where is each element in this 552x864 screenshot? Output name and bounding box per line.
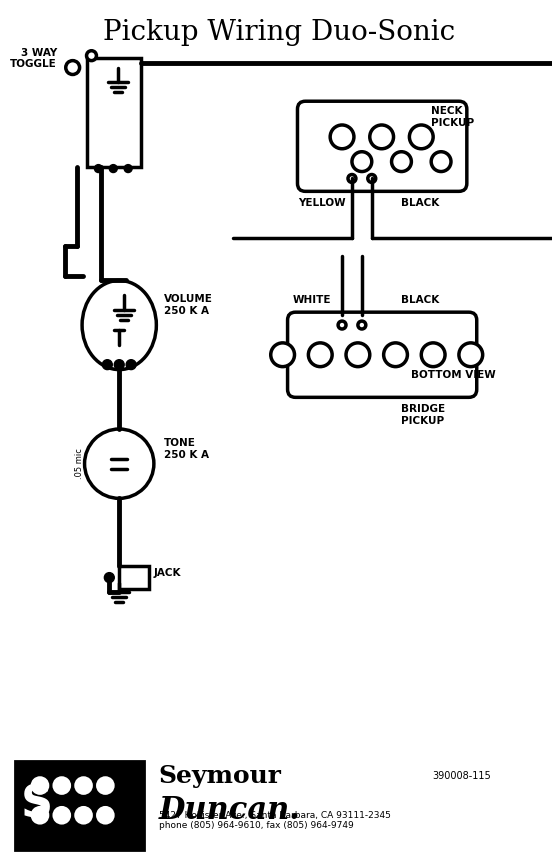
Circle shape [431,152,451,172]
Bar [15,761,144,850]
Circle shape [114,359,124,370]
Text: BLACK: BLACK [401,198,440,208]
FancyBboxPatch shape [288,312,477,397]
Circle shape [338,321,346,329]
Circle shape [84,429,154,499]
Text: S: S [21,784,53,827]
Circle shape [94,165,102,173]
Circle shape [384,343,407,366]
Circle shape [368,175,376,182]
Circle shape [98,778,113,793]
Circle shape [352,152,371,172]
Circle shape [66,60,79,74]
Circle shape [330,125,354,149]
Circle shape [391,152,411,172]
Circle shape [32,778,48,793]
Text: .05 mic: .05 mic [75,448,84,480]
Text: Pickup Wiring Duo-Sonic: Pickup Wiring Duo-Sonic [103,19,455,47]
Text: 5427 Hollister Ave., Santa Barbara, CA 93111-2345
phone (805) 964-9610, fax (805: 5427 Hollister Ave., Santa Barbara, CA 9… [159,810,391,830]
Text: JACK: JACK [154,568,182,578]
Circle shape [270,343,295,366]
Bar [119,566,149,589]
Text: 3 WAY
TOGGLE: 3 WAY TOGGLE [10,48,57,69]
Text: BOTTOM VIEW: BOTTOM VIEW [411,370,496,379]
Circle shape [76,807,92,823]
Circle shape [124,165,132,173]
Circle shape [109,165,117,173]
Text: NECK
PICKUP: NECK PICKUP [431,106,474,128]
Text: YELLOW: YELLOW [299,198,346,208]
Text: WHITE: WHITE [293,295,332,305]
Circle shape [54,807,70,823]
Circle shape [98,807,113,823]
Text: VOLUME
250 K A: VOLUME 250 K A [164,295,213,316]
Circle shape [102,359,112,370]
Circle shape [309,343,332,366]
Circle shape [87,51,97,60]
Circle shape [32,807,48,823]
Text: Seymour: Seymour [159,764,282,788]
Circle shape [358,321,366,329]
Circle shape [76,778,92,793]
Circle shape [370,125,394,149]
Circle shape [421,343,445,366]
Text: Duncan.: Duncan. [159,795,301,826]
Circle shape [410,125,433,149]
Text: 390008-115: 390008-115 [432,771,491,781]
Bar [87,58,141,167]
Circle shape [54,778,70,793]
Text: BLACK: BLACK [401,295,440,305]
Circle shape [104,573,114,582]
Circle shape [348,175,356,182]
FancyBboxPatch shape [298,101,467,191]
Circle shape [126,359,136,370]
Circle shape [459,343,482,366]
Circle shape [346,343,370,366]
Ellipse shape [82,281,156,370]
Text: TONE
250 K A: TONE 250 K A [164,438,209,460]
Text: BRIDGE
PICKUP: BRIDGE PICKUP [401,404,445,426]
